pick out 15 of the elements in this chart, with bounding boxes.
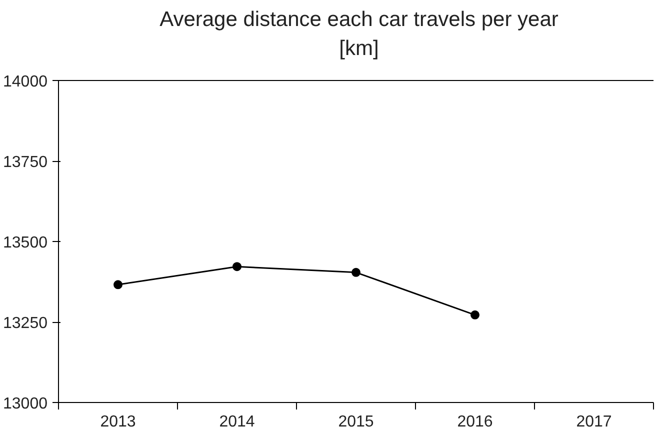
x-tick-label: 2017 [576, 414, 612, 430]
x-tick-label: 2016 [457, 414, 493, 430]
y-tick-label: 13000 [3, 396, 48, 412]
x-tick-label: 2014 [219, 414, 255, 430]
y-tick-label: 13250 [3, 315, 48, 332]
x-tick-label: 2013 [100, 414, 136, 430]
point [114, 280, 122, 290]
y-tick-label: 14000 [3, 74, 48, 90]
point [232, 262, 242, 272]
point [352, 268, 360, 277]
y-tick-label: 13500 [3, 234, 48, 252]
y-tick-label: 13750 [3, 154, 48, 171]
x-tick-label: 2015 [338, 414, 374, 430]
chart-title: Average distance each car travels per year [km] [160, 7, 558, 62]
point [470, 310, 480, 320]
